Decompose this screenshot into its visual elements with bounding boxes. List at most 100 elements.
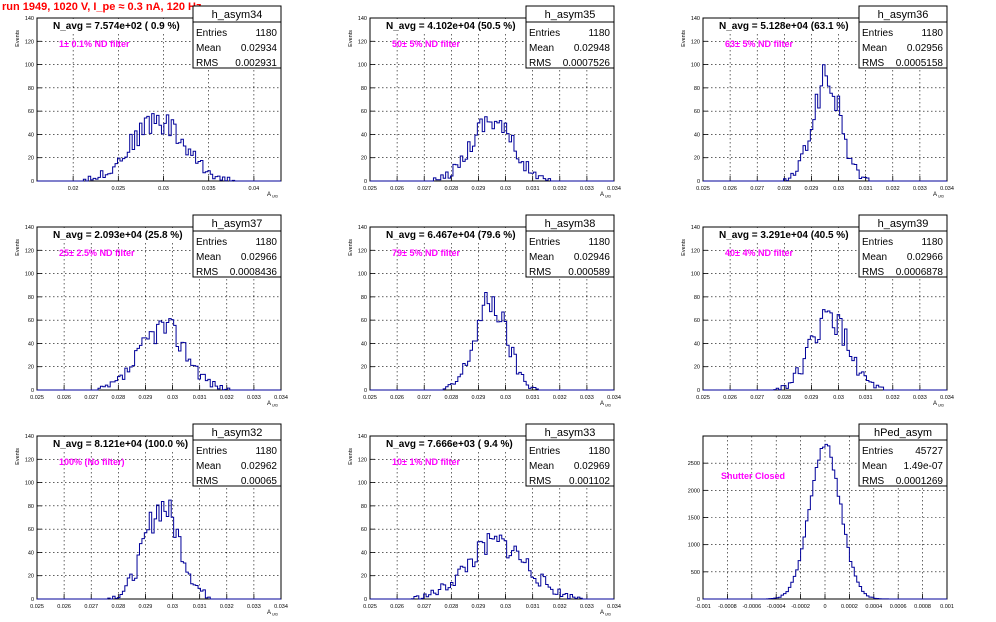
y-tick-label: 60 [28, 318, 34, 324]
y-tick-label: 20 [361, 574, 367, 580]
panel-h_asym33: 0.025 0.026 0.027 0.028 0.029 0.03 0.031 0.032 0… [348, 423, 621, 617]
y-tick-label: 80 [28, 295, 34, 301]
stat-name: Mean [862, 252, 887, 263]
y-tick-label: 120 [358, 248, 367, 254]
stat-value: 1180 [255, 28, 277, 39]
stat-name: RMS [196, 58, 219, 69]
x-tick-label: 0 [823, 604, 826, 610]
x-tick-label: 0.032 [553, 395, 567, 401]
stats-box [525, 439, 615, 487]
y-tick-label: 40 [361, 550, 367, 556]
y-tick-label: 80 [28, 86, 34, 92]
stats-box [192, 21, 282, 69]
y-axis-label: Events [15, 30, 21, 47]
y-tick-label: 100 [358, 481, 367, 487]
stat-value: 0.02948 [574, 43, 611, 54]
y-tick-label: 120 [25, 248, 34, 254]
x-tick-label: 0.029 [139, 604, 153, 610]
x-tick-label: 0.026 [390, 604, 404, 610]
y-tick-label: 140 [25, 16, 34, 22]
stats-title: h_asym34 [212, 9, 263, 21]
navg-label: N_avg = 3.291e+04 (40.5 %) [719, 230, 849, 241]
x-tick-label: 0.025 [696, 395, 710, 401]
x-tick-label: 0.034 [607, 186, 621, 192]
y-tick-label: 60 [694, 109, 700, 115]
y-tick-label: 20 [694, 156, 700, 162]
x-tick-label: 0.034 [274, 604, 288, 610]
x-tick-label: 0.031 [526, 395, 540, 401]
y-tick-label: 140 [358, 16, 367, 22]
navg-label: N_avg = 5.128e+04 (63.1 %) [719, 21, 849, 32]
y-tick-label: 60 [694, 318, 700, 324]
x-tick-label: 0.028 [111, 395, 125, 401]
histogram-series [703, 64, 947, 182]
stats-title: hPed_asym [874, 427, 932, 439]
y-tick-label: 40 [361, 132, 367, 138]
y-axis-label: Events [348, 30, 354, 47]
x-tick-label: 0.0004 [865, 604, 882, 610]
stats-box [858, 439, 948, 487]
x-tick-label: 0.027 [417, 186, 431, 192]
stat-value: 0.00065 [241, 476, 278, 487]
x-tick-label: 0.028 [111, 604, 125, 610]
stat-name: Mean [862, 461, 887, 472]
x-tick-label: 0.03 [500, 604, 511, 610]
y-tick-label: 2000 [688, 488, 700, 494]
stat-name: RMS [196, 476, 219, 487]
y-tick-label: 80 [694, 86, 700, 92]
x-tick-label: 0.031 [859, 395, 873, 401]
x-tick-label: 0.026 [390, 395, 404, 401]
x-tick-label: 0.03 [500, 186, 511, 192]
stats-title: h_asym33 [545, 427, 596, 439]
x-tick-label: 0.026 [723, 186, 737, 192]
stats-box [192, 230, 282, 278]
stat-name: Entries [529, 446, 560, 457]
y-tick-label: 0 [364, 388, 367, 394]
y-tick-label: 100 [358, 272, 367, 278]
navg-box [371, 228, 553, 241]
panel-h_asym34: 0.02 0.025 0.03 0.035 0.04 0 20 40 60 80 100 120 140… [15, 5, 282, 199]
stat-name: RMS [862, 476, 885, 487]
histogram-series [37, 499, 281, 600]
stat-name: Mean [529, 461, 554, 472]
stat-name: RMS [529, 267, 552, 278]
navg-label: N_avg = 7.666e+03 ( 9.4 %) [386, 439, 513, 450]
y-tick-label: 120 [358, 39, 367, 45]
navg-label: N_avg = 7.574e+02 ( 0.9 %) [53, 21, 180, 32]
stat-value: 0.0005158 [896, 58, 944, 69]
histogram-series [370, 116, 614, 182]
y-tick-label: 1000 [688, 543, 700, 549]
stat-name: Mean [196, 461, 221, 472]
y-tick-label: 140 [691, 16, 700, 22]
stat-value: 0.0008436 [230, 267, 278, 278]
filter-annotation: 25± 2.5% ND filter [59, 248, 135, 258]
histogram-series [703, 309, 947, 391]
panel-h_asym39: 0.025 0.026 0.027 0.028 0.029 0.03 0.031 0.032 0… [681, 214, 954, 408]
histogram-series [37, 318, 281, 391]
x-tick-label: 0.025 [363, 186, 377, 192]
x-tick-label: 0.03 [833, 395, 844, 401]
filter-annotation: 10± 1% ND filter [392, 457, 460, 467]
x-tick-label: 0.031 [193, 604, 207, 610]
x-tick-label: 0.031 [859, 186, 873, 192]
x-axis-label: A UID [933, 401, 944, 408]
x-tick-label: 0.028 [777, 395, 791, 401]
y-tick-label: 140 [358, 225, 367, 231]
x-tick-label: -0.0004 [767, 604, 786, 610]
x-tick-label: 0.025 [30, 604, 44, 610]
x-tick-label: 0.031 [193, 395, 207, 401]
y-tick-label: 120 [25, 457, 34, 463]
y-tick-label: 2500 [688, 461, 700, 467]
stat-name: Entries [196, 28, 227, 39]
run-title: run 1949, 1020 V, I_pe ≈ 0.3 nA, 120 Hz [2, 1, 202, 13]
x-tick-label: 0.032 [220, 604, 234, 610]
x-tick-label: 0.026 [723, 395, 737, 401]
x-tick-label: 0.027 [750, 186, 764, 192]
x-tick-label: 0.029 [805, 395, 819, 401]
x-tick-label: 0.035 [202, 186, 216, 192]
y-tick-label: 100 [691, 63, 700, 69]
y-tick-label: 40 [361, 341, 367, 347]
x-axis-label: A UID [600, 192, 611, 199]
navg-box [371, 19, 553, 32]
y-axis-label: Events [681, 239, 687, 256]
